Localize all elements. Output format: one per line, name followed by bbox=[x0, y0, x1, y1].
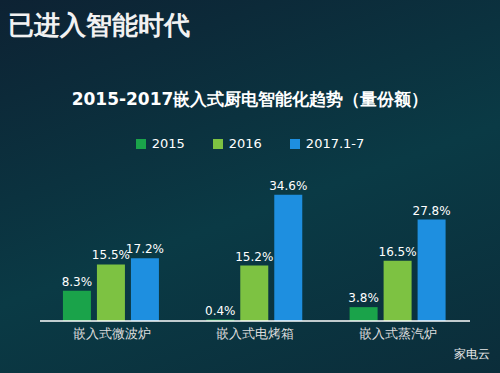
svg-text:27.8%: 27.8% bbox=[413, 204, 451, 218]
html-text:已进入智能时代: 已进入智能时代 bbox=[8, 10, 190, 40]
html-text:家电云: 家电云 bbox=[454, 347, 490, 361]
svg-text:15.5%: 15.5% bbox=[92, 248, 130, 262]
svg-text:17.2%: 17.2% bbox=[126, 242, 164, 256]
svg-text:34.6%: 34.6% bbox=[269, 179, 307, 193]
svg-text:16.5%: 16.5% bbox=[379, 245, 417, 259]
html-text:2016: 2016 bbox=[228, 136, 262, 151]
svg-text:嵌入式微波炉: 嵌入式微波炉 bbox=[73, 326, 151, 341]
html-text:2017.1-7: 2017.1-7 bbox=[305, 136, 365, 151]
svg-text:嵌入式电烤箱: 嵌入式电烤箱 bbox=[216, 326, 294, 341]
svg-text:嵌入式蒸汽炉: 嵌入式蒸汽炉 bbox=[359, 326, 437, 341]
svg-text:15.2%: 15.2% bbox=[235, 250, 273, 264]
html-text:2015-2017嵌入式厨电智能化趋势（量份额）: 2015-2017嵌入式厨电智能化趋势（量份额） bbox=[71, 89, 429, 109]
svg-text:8.3%: 8.3% bbox=[62, 275, 93, 289]
html-text:2015: 2015 bbox=[151, 136, 185, 151]
svg-text:0.4%: 0.4% bbox=[205, 304, 236, 318]
svg-text:3.8%: 3.8% bbox=[348, 291, 379, 305]
